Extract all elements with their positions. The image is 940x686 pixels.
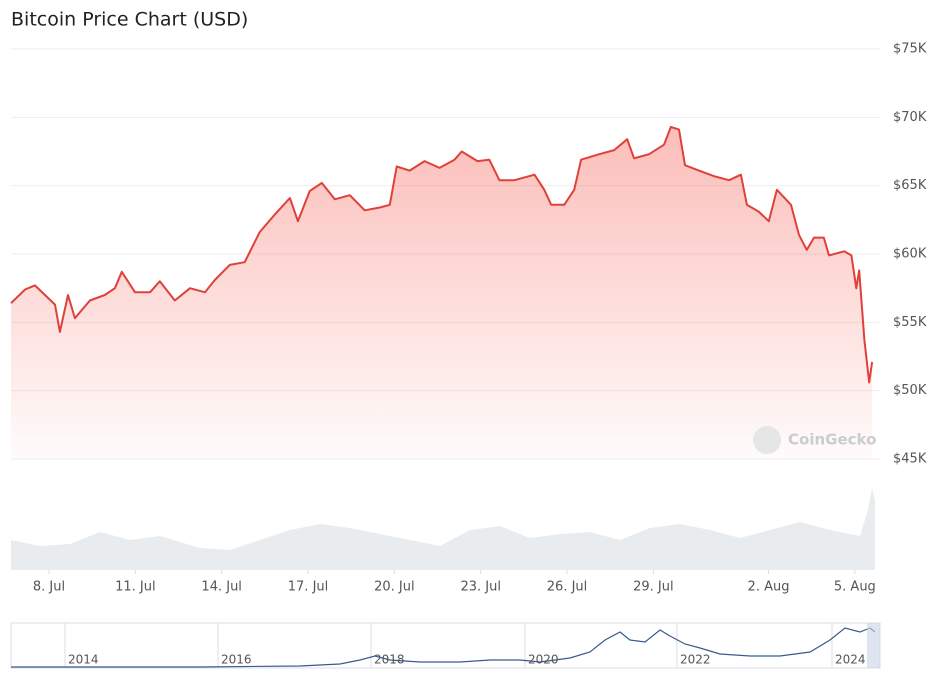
x-tick-label: 8. Jul [33,580,65,595]
x-tick-label: 20. Jul [374,580,415,595]
x-tick-label: 23. Jul [460,580,501,595]
navigator-label: 2024 [835,653,866,667]
x-tick-label: 5. Aug [834,580,876,595]
navigator-label: 2016 [221,653,252,667]
price-line [10,125,874,384]
x-tick-label: 17. Jul [288,580,329,595]
navigator [10,622,881,669]
x-tick-label: 11. Jul [115,580,156,595]
volume-area [11,488,875,570]
y-tick-label: $55K [893,315,927,330]
y-tick-label: $45K [893,452,927,467]
y-tick-label: $60K [893,247,927,262]
y-tick-label: $50K [893,383,927,398]
navigator-window[interactable] [867,623,880,668]
navigator-label: 2020 [528,653,559,667]
price-area [11,126,873,460]
navigator-label: 2014 [68,653,99,667]
navigator-line [11,627,876,668]
y-tick-label: $75K [893,42,927,57]
watermark-logo [753,426,781,454]
y-tick-label: $70K [893,110,927,125]
navigator-label: 2018 [374,653,405,667]
x-tick-label: 26. Jul [547,580,588,595]
navigator-labels: 2014 2016 2018 2020 2022 2024 [68,653,866,667]
navigator-label: 2022 [680,653,711,667]
x-tick-label: 14. Jul [201,580,242,595]
watermark: CoinGecko [788,431,876,449]
chart-title: Bitcoin Price Chart (USD) [11,9,248,31]
x-tick-label: 29. Jul [633,580,674,595]
plot [10,125,874,460]
x-tick-label: 2. Aug [748,580,790,595]
y-tick-label: $65K [893,178,927,193]
